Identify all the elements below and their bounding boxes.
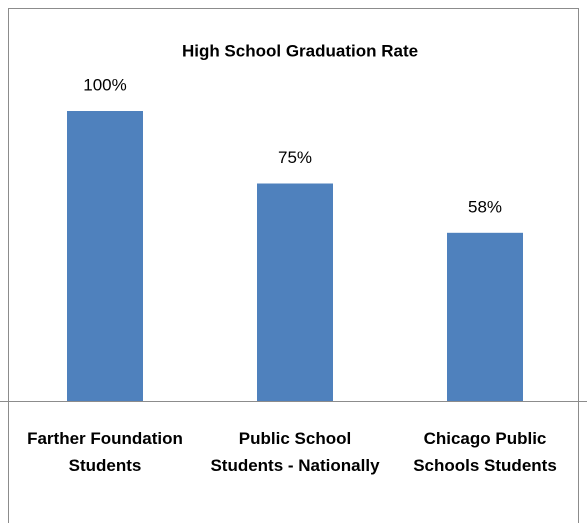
x-tick-label: Chicago Public Schools Students [413, 429, 557, 475]
data-label: 100% [83, 75, 126, 94]
bar [447, 232, 523, 401]
x-tick-label: Farther Foundation Students [27, 429, 183, 475]
bar [67, 111, 143, 401]
chart-border [8, 8, 579, 523]
chart-title: High School Graduation Rate [182, 41, 418, 60]
bar [257, 183, 333, 401]
data-label: 58% [468, 197, 502, 216]
data-label: 75% [278, 148, 312, 167]
x-tick-label: Public School Students - Nationally [210, 429, 380, 475]
